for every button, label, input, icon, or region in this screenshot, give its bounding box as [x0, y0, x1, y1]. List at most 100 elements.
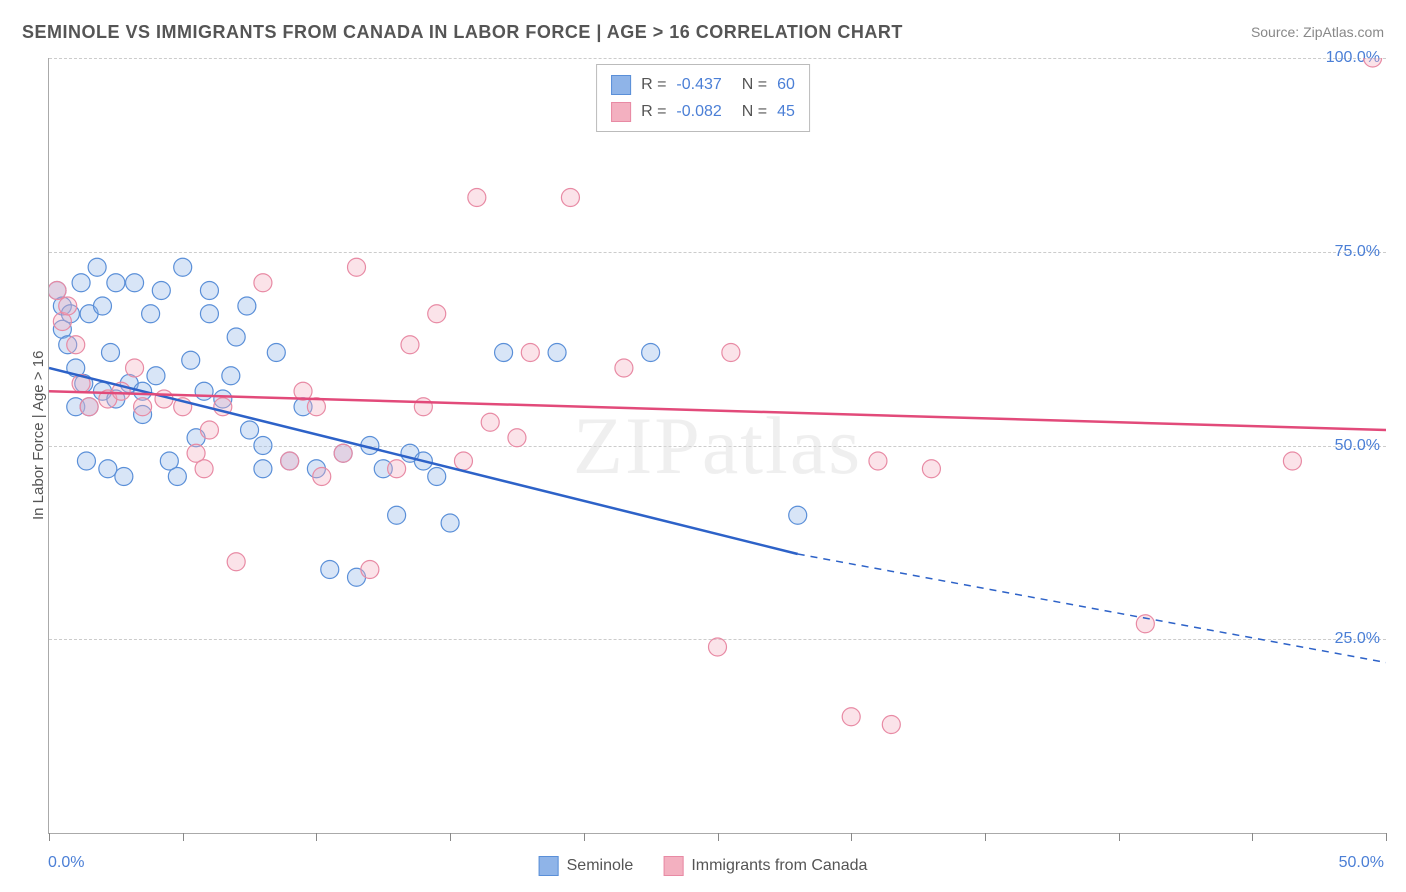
x-tick — [985, 833, 986, 841]
series-legend: Seminole Immigrants from Canada — [539, 856, 868, 876]
data-point — [615, 359, 633, 377]
x-tick-50: 50.0% — [1339, 854, 1384, 872]
data-point — [99, 460, 117, 478]
data-point — [254, 437, 272, 455]
data-point — [126, 359, 144, 377]
legend-item: Immigrants from Canada — [663, 856, 867, 876]
x-tick — [718, 833, 719, 841]
data-point — [126, 274, 144, 292]
data-point — [254, 274, 272, 292]
data-point — [495, 344, 513, 362]
data-point — [200, 282, 218, 300]
data-point — [182, 351, 200, 369]
correlation-row: R = -0.437 N = 60 — [611, 71, 795, 98]
swatch-icon — [663, 856, 683, 876]
x-tick — [1119, 833, 1120, 841]
data-point — [321, 561, 339, 579]
plot-area: ZIPatlas — [48, 58, 1386, 834]
y-axis-label: In Labor Force | Age > 16 — [30, 351, 47, 520]
data-point — [67, 336, 85, 354]
trend-line-extrapolated — [798, 554, 1386, 663]
data-point — [842, 708, 860, 726]
data-point — [222, 367, 240, 385]
data-point — [152, 282, 170, 300]
data-point — [722, 344, 740, 362]
x-tick — [1252, 833, 1253, 841]
data-point — [428, 305, 446, 323]
x-tick — [450, 833, 451, 841]
data-point — [77, 452, 95, 470]
data-point — [481, 413, 499, 431]
data-point — [548, 344, 566, 362]
data-point — [1364, 58, 1382, 67]
data-point — [414, 398, 432, 416]
data-point — [59, 297, 77, 315]
data-point — [313, 468, 331, 486]
data-point — [142, 305, 160, 323]
data-point — [200, 305, 218, 323]
n-value: 45 — [777, 98, 795, 125]
correlation-row: R = -0.082 N = 45 — [611, 98, 795, 125]
data-point — [115, 468, 133, 486]
x-tick — [851, 833, 852, 841]
x-tick — [1386, 833, 1387, 841]
data-point — [227, 328, 245, 346]
data-point — [227, 553, 245, 571]
data-point — [80, 398, 98, 416]
chart-title: SEMINOLE VS IMMIGRANTS FROM CANADA IN LA… — [22, 22, 903, 43]
data-point — [195, 382, 213, 400]
n-label: N = — [742, 71, 767, 98]
legend-label: Seminole — [567, 857, 634, 875]
data-point — [521, 344, 539, 362]
data-point — [508, 429, 526, 447]
data-point — [147, 367, 165, 385]
data-point — [102, 344, 120, 362]
r-label: R = — [641, 98, 666, 125]
data-point — [428, 468, 446, 486]
data-point — [93, 297, 111, 315]
data-point — [388, 506, 406, 524]
x-tick-0: 0.0% — [48, 854, 84, 872]
r-value: -0.082 — [676, 98, 721, 125]
data-point — [361, 561, 379, 579]
n-label: N = — [742, 98, 767, 125]
data-point — [334, 444, 352, 462]
data-point — [869, 452, 887, 470]
x-tick — [183, 833, 184, 841]
swatch-icon — [611, 75, 631, 95]
data-point — [72, 274, 90, 292]
data-point — [254, 460, 272, 478]
data-point — [307, 398, 325, 416]
data-point — [468, 189, 486, 207]
data-point — [642, 344, 660, 362]
data-point — [709, 638, 727, 656]
x-tick — [316, 833, 317, 841]
swatch-icon — [611, 102, 631, 122]
data-point — [195, 460, 213, 478]
data-point — [348, 258, 366, 276]
legend-label: Immigrants from Canada — [691, 857, 867, 875]
data-point — [789, 506, 807, 524]
data-point — [441, 514, 459, 532]
r-value: -0.437 — [676, 71, 721, 98]
data-point — [107, 274, 125, 292]
data-point — [561, 189, 579, 207]
n-value: 60 — [777, 71, 795, 98]
data-point — [134, 398, 152, 416]
data-point — [241, 421, 259, 439]
data-point — [174, 258, 192, 276]
r-label: R = — [641, 71, 666, 98]
swatch-icon — [539, 856, 559, 876]
source-label: Source: ZipAtlas.com — [1251, 24, 1384, 40]
data-point — [922, 460, 940, 478]
legend-item: Seminole — [539, 856, 634, 876]
data-point — [49, 282, 66, 300]
data-point — [281, 452, 299, 470]
data-point — [88, 258, 106, 276]
x-tick — [584, 833, 585, 841]
data-point — [388, 460, 406, 478]
data-point — [267, 344, 285, 362]
data-point — [882, 716, 900, 734]
data-point — [454, 452, 472, 470]
correlation-legend: R = -0.437 N = 60 R = -0.082 N = 45 — [596, 64, 810, 132]
